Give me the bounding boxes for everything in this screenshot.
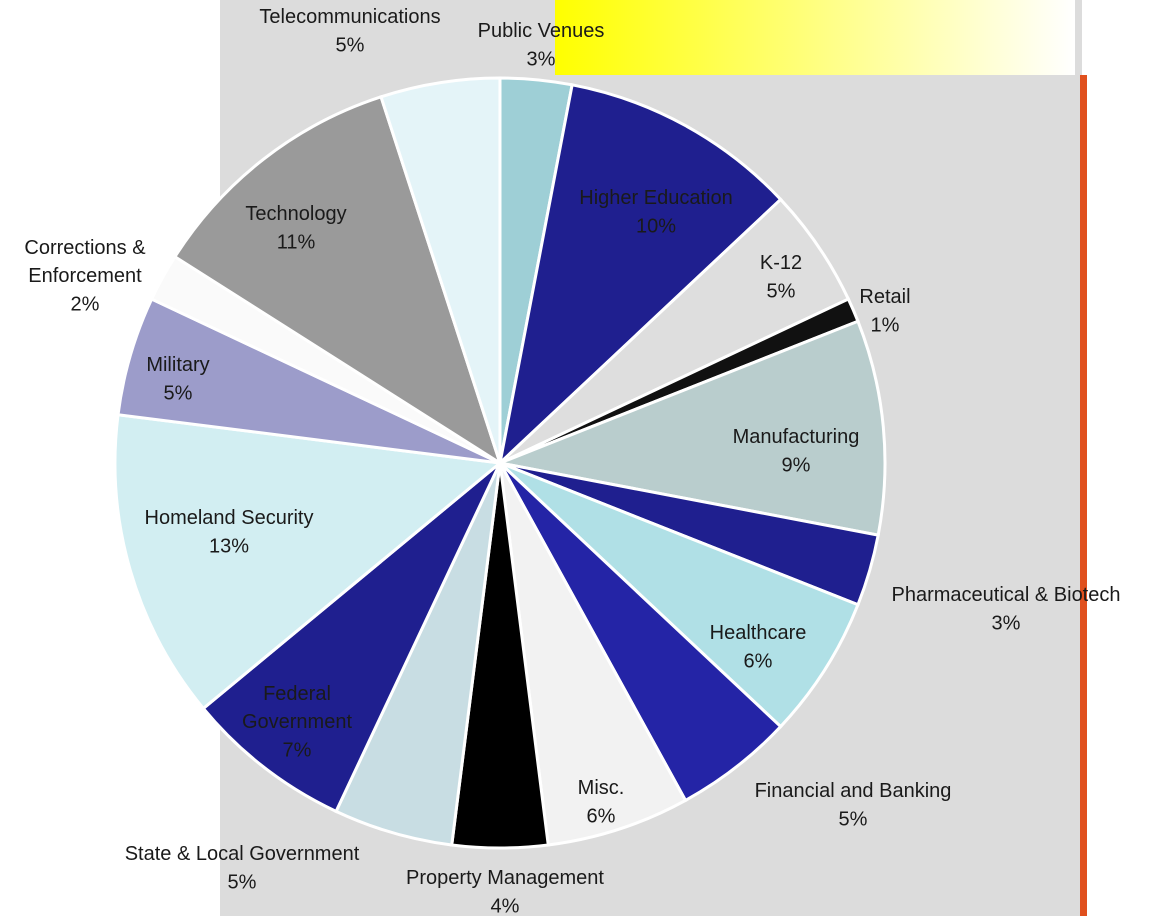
slice-value-label: 6%: [587, 805, 616, 827]
slice-value-label: 7%: [283, 739, 312, 761]
pie-slice: [497, 83, 783, 468]
slice-value-label: 5%: [336, 34, 365, 56]
slice-label: Pharmaceutical & Biotech: [891, 584, 1120, 606]
slice-value-label: 1%: [871, 314, 900, 336]
pie-slice: [201, 461, 502, 814]
slice-label: Retail: [859, 286, 910, 308]
slice-value-label: 5%: [839, 808, 868, 830]
slice-value-label: 13%: [209, 535, 249, 557]
slice-value-label: 3%: [992, 612, 1021, 634]
pie-slice: [379, 76, 502, 464]
slice-value-label: 6%: [744, 650, 773, 672]
pie-slice: [113, 413, 504, 711]
slice-value-label: 9%: [782, 454, 811, 476]
slice-value-label: 5%: [767, 280, 796, 302]
slice-label: Telecommunications: [259, 6, 440, 28]
slice-value-label: 3%: [527, 48, 556, 70]
labels: Public Venues 3% Higher Education 10% K-12 5%…: [24, 6, 1120, 916]
slice-value-label: 11%: [277, 231, 316, 253]
slice-label: Misc.: [578, 777, 625, 799]
slice-label: Financial and Banking: [755, 780, 952, 802]
pie-slice: [498, 462, 688, 847]
slice-value-label: 4%: [491, 895, 520, 916]
slice-value-label: 5%: [164, 382, 193, 404]
pie-slice: [494, 319, 887, 537]
slice-label: K-12: [760, 252, 802, 274]
pie-slice: [498, 461, 860, 729]
slice-label: Public Venues: [478, 20, 605, 42]
highlight-band: [555, 0, 1075, 75]
slice-label: Healthcare: [710, 622, 807, 644]
slice-label: Technology: [245, 203, 346, 225]
slice-value-label: 5%: [228, 871, 257, 893]
slice-value-label: 2%: [71, 293, 100, 315]
slice-value-label: 10%: [636, 215, 676, 237]
slice-label: Military: [146, 354, 209, 376]
slice-label: Property Management: [406, 867, 604, 889]
accent-line: [1080, 75, 1087, 916]
slice-label: Corrections & Enforcement: [24, 237, 146, 287]
pie-slice: [172, 94, 503, 467]
slice-label: Manufacturing: [733, 426, 860, 448]
slice-label: Homeland Security: [145, 507, 314, 529]
slices: [113, 76, 887, 850]
slice-label: Federal Government: [242, 683, 352, 733]
slice-label: Higher Education: [579, 187, 732, 209]
slice-label: State & Local Government: [125, 843, 360, 865]
